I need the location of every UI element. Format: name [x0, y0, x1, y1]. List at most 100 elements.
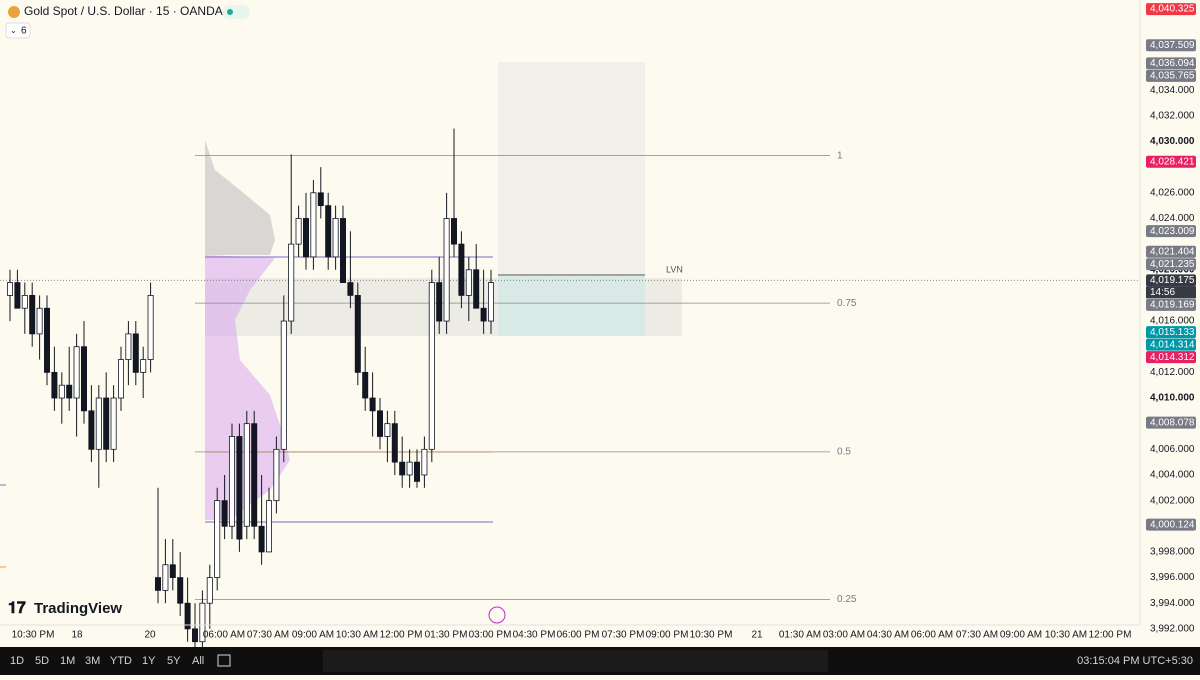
- candle-body: [273, 448, 280, 502]
- plot-area: 1 0.75 0.5 0.25 LVN: [0, 128, 1140, 655]
- x-tick-label: 01:30 PM: [425, 630, 468, 641]
- x-tick-label: 12:00 PM: [1089, 630, 1132, 641]
- x-tick-label: 07:30 PM: [602, 630, 645, 641]
- price-label-box: [1146, 245, 1196, 258]
- countdown: 14:56: [1150, 287, 1175, 298]
- x-tick-label: 21: [751, 630, 763, 641]
- candle-body: [280, 320, 287, 450]
- candle-body: [317, 192, 324, 207]
- candle-body: [258, 525, 265, 553]
- y-tick-label: 4,034.000: [1150, 85, 1195, 96]
- price-label-box: [1146, 258, 1196, 271]
- x-tick-label: 18: [71, 630, 83, 641]
- price-label-box: [1146, 298, 1196, 311]
- price-label: 4,021.404: [1150, 246, 1195, 257]
- price-label: 4,040.325: [1150, 4, 1195, 15]
- y-tick-label: 4,002.000: [1150, 495, 1195, 506]
- range-button[interactable]: YTD: [110, 655, 132, 667]
- price-label: 4,019.175: [1150, 275, 1195, 286]
- price-label-box: [1146, 39, 1196, 52]
- status-dot: [227, 9, 233, 15]
- candle-body: [44, 307, 51, 373]
- price-label: 4,036.094: [1150, 58, 1195, 69]
- y-tick-label: 4,010.000: [1150, 393, 1195, 404]
- candle-body: [177, 577, 184, 604]
- price-label: 4,014.314: [1150, 339, 1195, 350]
- candle-body: [228, 436, 235, 527]
- tool-bar: [323, 650, 828, 672]
- candle-body: [118, 359, 125, 399]
- x-tick-label: 06:00 PM: [557, 630, 600, 641]
- candle-body: [302, 218, 309, 258]
- fib-label: 0.25: [837, 594, 857, 605]
- y-tick-label: 4,030.000: [1150, 136, 1195, 147]
- calendar-icon[interactable]: [217, 654, 231, 667]
- candle-body: [214, 500, 221, 578]
- range-button[interactable]: 5Y: [167, 655, 181, 667]
- x-tick-label: 10:30 PM: [12, 630, 55, 641]
- x-tick-label: 20: [144, 630, 156, 641]
- candle-body: [332, 218, 339, 258]
- symbol-icon: [8, 6, 20, 18]
- candle-body: [103, 397, 110, 450]
- price-label-box: [1146, 518, 1196, 531]
- price-label-box: [1146, 416, 1196, 429]
- fib-label: 0.5: [837, 447, 851, 458]
- candle-body: [310, 192, 317, 258]
- candle-body: [288, 243, 295, 322]
- price-label-box: [1146, 57, 1196, 70]
- brand: TradingView: [34, 600, 122, 617]
- replay-icon[interactable]: [488, 606, 506, 624]
- range-button[interactable]: 1D: [10, 655, 24, 667]
- candle-body: [95, 397, 102, 450]
- candle-body: [51, 371, 58, 399]
- x-tick-label: 07:30 AM: [956, 630, 998, 641]
- range-button[interactable]: 1Y: [142, 655, 156, 667]
- target-box: [498, 276, 645, 336]
- candle-body: [376, 410, 383, 437]
- candle-body: [295, 218, 302, 245]
- candle-body: [354, 295, 361, 373]
- x-tick-label: 07:30 AM: [247, 630, 289, 641]
- price-label: 4,035.765: [1150, 70, 1195, 81]
- y-tick-label: 4,016.000: [1150, 316, 1195, 327]
- symbol-title[interactable]: Gold Spot / U.S. Dollar · 15 · OANDA: [24, 4, 223, 18]
- range-button[interactable]: All: [192, 655, 204, 667]
- price-label: 4,019.169: [1150, 299, 1195, 310]
- candle-body: [243, 423, 250, 527]
- x-tick-label: 10:30 AM: [1045, 630, 1087, 641]
- x-tick-label: 06:00 AM: [911, 630, 953, 641]
- x-tick-label: 04:30 PM: [513, 630, 556, 641]
- price-label: 4,037.509: [1150, 40, 1195, 51]
- countdown-box: [1146, 286, 1196, 299]
- clock: 03:15:04 PM UTC+5:30: [1077, 655, 1193, 667]
- volume-profile-upper: [205, 140, 275, 255]
- price-label: 4,028.421: [1150, 156, 1195, 167]
- y-tick-label: 3,994.000: [1150, 598, 1195, 609]
- indicator-toggle[interactable]: [5, 22, 31, 39]
- candle-body: [384, 423, 391, 437]
- candle-body: [369, 397, 376, 412]
- fib-label: 1: [837, 150, 843, 161]
- candle-body: [421, 448, 428, 476]
- y-tick-label: 4,006.000: [1150, 444, 1195, 455]
- candle-body: [184, 602, 191, 630]
- price-label-box: [1146, 351, 1196, 364]
- range-button[interactable]: 5D: [35, 655, 49, 667]
- y-tick-label: 3,996.000: [1150, 572, 1195, 583]
- range-button[interactable]: 3M: [85, 655, 100, 667]
- y-tick-label: 3,998.000: [1150, 547, 1195, 558]
- candle-body: [339, 218, 346, 283]
- y-tick-label: 3,992.000: [1150, 624, 1195, 635]
- candle-body: [88, 410, 95, 450]
- x-tick-label: 04:30 AM: [867, 630, 909, 641]
- candle-body: [487, 282, 494, 322]
- range-button[interactable]: 1M: [60, 655, 75, 667]
- candle-body: [21, 295, 28, 309]
- price-label-box: [1146, 274, 1196, 287]
- lvn-label: LVN: [666, 264, 683, 274]
- x-tick-label: 06:00 AM: [203, 630, 245, 641]
- candle-body: [465, 269, 472, 296]
- candle-body: [443, 218, 450, 322]
- x-tick-label: 12:00 PM: [380, 630, 423, 641]
